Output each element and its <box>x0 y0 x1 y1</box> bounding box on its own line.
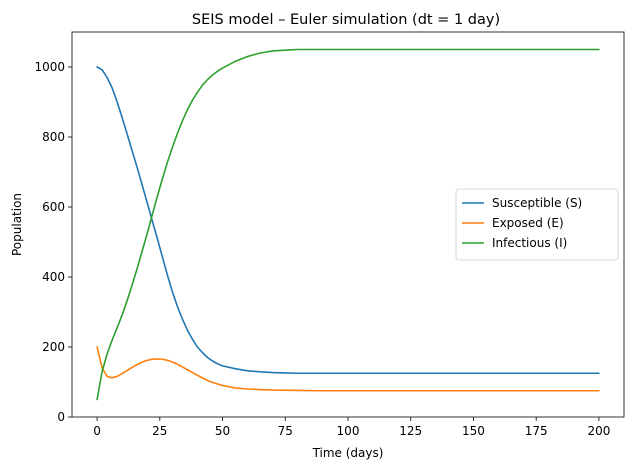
series-line-infectious-i <box>96 48 600 401</box>
legend-box <box>455 188 619 261</box>
x-tick-label: 100 <box>337 424 360 438</box>
x-tick-label: 25 <box>152 424 167 438</box>
x-axis-title: Time (days) <box>312 446 384 460</box>
x-tick-label: 75 <box>278 424 293 438</box>
legend-label-exposed-e: Exposed (E) <box>492 216 564 230</box>
x-tick-label: 175 <box>525 424 548 438</box>
x-axis: 0 25 50 75 100 125 150 175 200 <box>93 417 610 438</box>
x-tick-label: 0 <box>93 424 101 438</box>
y-tick-label: 800 <box>42 130 65 144</box>
series-line-susceptible-s <box>96 66 600 375</box>
legend-label-susceptible-s: Susceptible (S) <box>492 196 582 210</box>
series-layer <box>96 48 600 401</box>
x-tick-label: 50 <box>215 424 230 438</box>
y-axis-title: Population <box>10 193 24 256</box>
y-tick-label: 0 <box>57 410 65 424</box>
y-tick-label: 200 <box>42 340 65 354</box>
y-tick-label: 400 <box>42 270 65 284</box>
x-tick-label: 125 <box>399 424 422 438</box>
y-axis: 0 200 400 600 800 1000 <box>34 60 72 424</box>
x-tick-label: 200 <box>587 424 610 438</box>
chart-title: SEIS model – Euler simulation (dt = 1 da… <box>192 12 500 28</box>
y-tick-label: 1000 <box>34 60 65 74</box>
series-line-exposed-e <box>96 346 600 392</box>
legend: Susceptible (S) Exposed (E) Infectious (I) <box>455 188 619 261</box>
y-tick-label: 600 <box>42 200 65 214</box>
x-tick-label: 150 <box>462 424 485 438</box>
legend-label-infectious-i: Infectious (I) <box>492 236 567 250</box>
